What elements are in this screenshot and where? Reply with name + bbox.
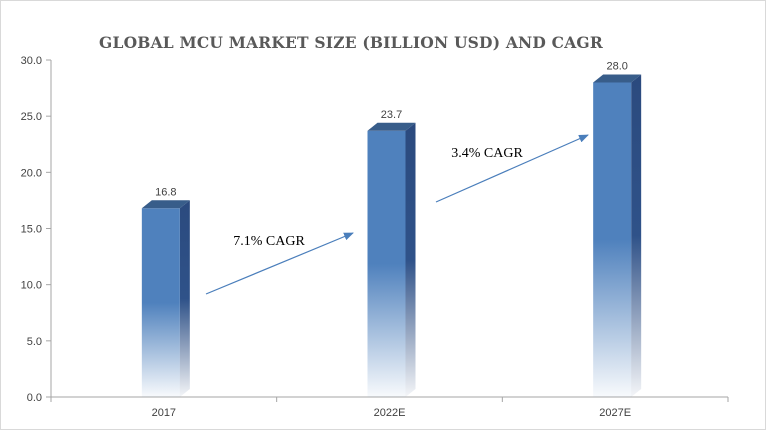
cagr-label: 3.4% CAGR [451, 146, 523, 161]
bar-front [593, 82, 632, 397]
x-tick-label: 2017 [152, 407, 176, 419]
bar-top [593, 74, 642, 83]
data-label: 23.7 [381, 109, 402, 121]
bar-top [367, 122, 416, 131]
y-tick-label: 30.0 [21, 55, 42, 67]
bar [593, 74, 642, 397]
y-tick-label: 25.0 [21, 111, 42, 123]
y-tick-label: 15.0 [21, 224, 42, 236]
bar-front [141, 208, 180, 397]
bar [367, 122, 416, 398]
cagr-arrow [435, 134, 589, 203]
bar-top [141, 200, 190, 209]
bar-side [179, 200, 190, 397]
y-tick-label: 5.0 [27, 336, 42, 348]
chart-title: GLOBAL MCU MARKET SIZE (BILLION USD) AND… [99, 33, 603, 52]
bar-side [405, 122, 416, 398]
data-label: 16.8 [155, 186, 176, 198]
x-tick-label: 2022E [374, 407, 406, 419]
bar-front [367, 130, 406, 397]
data-label: 28.0 [606, 60, 627, 72]
cagr-arrow [205, 232, 354, 295]
x-tick-label: 2027E [599, 407, 631, 419]
cagr-label: 7.1% CAGR [233, 234, 305, 249]
y-tick-label: 0.0 [27, 392, 42, 404]
y-tick-label: 20.0 [21, 167, 42, 179]
y-tick-label: 10.0 [21, 280, 42, 292]
bar-side [631, 74, 642, 397]
bar [141, 200, 190, 397]
